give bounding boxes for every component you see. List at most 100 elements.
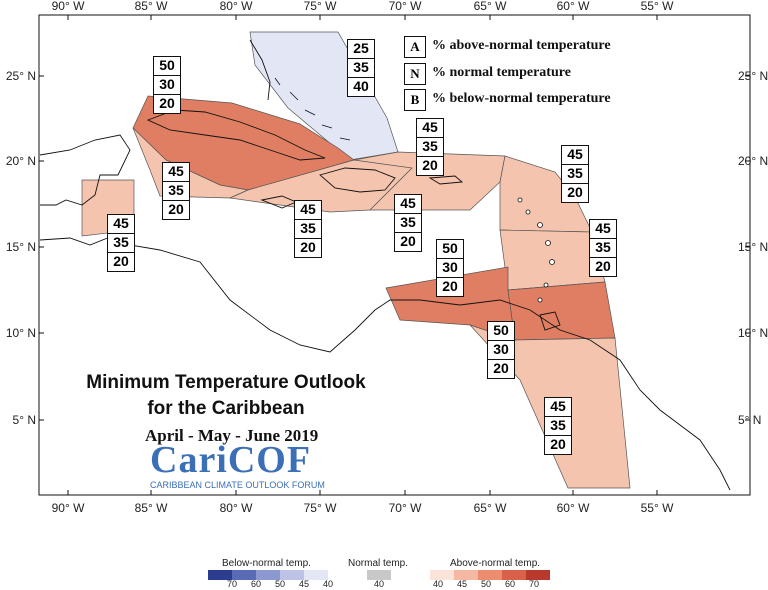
swatch-below-50 bbox=[256, 570, 280, 580]
prob-box-jamaica: 45 35 20 bbox=[294, 200, 322, 258]
lat-label-right: 20° N bbox=[738, 154, 768, 168]
lat-label-right: 15° N bbox=[738, 240, 768, 254]
prob-box-cayman: 45 35 20 bbox=[162, 162, 190, 220]
prob-normal: 35 bbox=[163, 182, 189, 201]
swatch-normal bbox=[367, 570, 391, 580]
lat-label-left: 5° N bbox=[13, 413, 36, 427]
prob-below: 20 bbox=[442, 278, 458, 294]
latitude-ticks-right: 25° N20° N15° N10° N5° N bbox=[738, 69, 768, 427]
lon-label-top: 75° W bbox=[304, 0, 337, 13]
prob-below: 20 bbox=[550, 436, 566, 452]
scale-tick-above-45: 45 bbox=[456, 579, 467, 589]
prob-normal: 30 bbox=[488, 341, 514, 360]
prob-below: 20 bbox=[159, 95, 175, 111]
prob-box-trinidad: 50 30 20 bbox=[487, 321, 515, 379]
lon-label-top: 60° W bbox=[557, 0, 590, 13]
prob-above: 45 bbox=[562, 146, 588, 165]
scale-tick-below-45: 45 bbox=[298, 579, 309, 589]
lon-label-bottom: 55° W bbox=[641, 501, 674, 515]
scale-title-above: Above-normal temp. bbox=[450, 558, 541, 569]
prob-normal: 35 bbox=[545, 417, 571, 436]
swatch-below-45 bbox=[280, 570, 304, 580]
lon-label-top: 65° W bbox=[474, 0, 507, 13]
lon-label-bottom: 80° W bbox=[220, 501, 253, 515]
lat-label-right: 25° N bbox=[738, 69, 768, 83]
caricof-logo-subtitle: CARIBBEAN CLIMATE OUTLOOK FORUM bbox=[150, 480, 325, 490]
coastlines bbox=[39, 39, 731, 491]
scale-tick-below-60: 60 bbox=[250, 579, 261, 589]
prob-below: 20 bbox=[595, 258, 611, 274]
prob-box-windwards: 45 35 20 bbox=[589, 219, 617, 277]
scale-tick-above-40: 40 bbox=[432, 579, 443, 589]
lon-label-top: 90° W bbox=[52, 0, 85, 13]
prob-box-hispaniola-pr: 45 35 20 bbox=[416, 118, 444, 176]
prob-normal: 30 bbox=[437, 259, 463, 278]
legend-letter-n: N bbox=[404, 63, 426, 85]
prob-below: 20 bbox=[422, 157, 438, 173]
scale-tick-below-70: 70 bbox=[226, 579, 237, 589]
prob-above: 50 bbox=[154, 57, 180, 76]
scale-tick-normal-40: 40 bbox=[373, 579, 384, 589]
prob-above: 45 bbox=[590, 220, 616, 239]
prob-box-belize: 45 35 20 bbox=[107, 214, 135, 272]
prob-normal: 35 bbox=[562, 165, 588, 184]
prob-normal: 35 bbox=[590, 239, 616, 258]
swatch-below-70 bbox=[208, 570, 232, 580]
prob-normal: 35 bbox=[348, 59, 374, 78]
latitude-ticks-left: 25° N 20° N 15° N 10° N 5° N bbox=[6, 69, 44, 427]
prob-above: 45 bbox=[417, 119, 443, 138]
prob-above: 25 bbox=[348, 40, 374, 59]
legend-letter-b: B bbox=[404, 89, 426, 111]
prob-above: 45 bbox=[108, 215, 134, 234]
prob-normal: 35 bbox=[108, 234, 134, 253]
prob-above: 45 bbox=[295, 201, 321, 220]
lat-label-left: 15° N bbox=[6, 240, 36, 254]
lon-label-bottom: 65° W bbox=[474, 501, 507, 515]
lesser-antilles bbox=[517, 197, 555, 303]
longitude-ticks-bottom: 90° W 85° W 80° W 75° W 70° W 65° W 60° W 55° W bbox=[52, 490, 674, 515]
prob-box-cuba: 50 30 20 bbox=[153, 56, 181, 114]
prob-box-hispaniola-south: 45 35 20 bbox=[394, 194, 422, 252]
lon-label-bottom: 70° W bbox=[389, 501, 422, 515]
prob-normal: 35 bbox=[417, 138, 443, 157]
prob-normal: 35 bbox=[395, 214, 421, 233]
scale-title-below: Below-normal temp. bbox=[222, 558, 311, 569]
swatch-below-40 bbox=[304, 570, 328, 580]
map-frame bbox=[38, 14, 751, 496]
legend-text-below: % below-normal temperature bbox=[432, 91, 611, 106]
prob-above: 50 bbox=[437, 240, 463, 259]
longitude-ticks-top: 90° W 85° W 80° W 75° W 70° W 65° W 60° W 55° W bbox=[52, 0, 674, 20]
lon-label-bottom: 75° W bbox=[304, 501, 337, 515]
prob-above: 50 bbox=[488, 322, 514, 341]
prob-above: 45 bbox=[163, 163, 189, 182]
prob-below: 20 bbox=[300, 239, 316, 255]
region-trinidad bbox=[507, 281, 616, 341]
scale-tick-above-70: 70 bbox=[528, 579, 539, 589]
lon-label-top: 55° W bbox=[641, 0, 674, 13]
prob-below: 40 bbox=[353, 78, 369, 94]
swatch-above-50 bbox=[478, 570, 502, 580]
prob-below: 20 bbox=[567, 184, 583, 200]
prob-below: 20 bbox=[400, 233, 416, 249]
prob-below: 20 bbox=[168, 201, 184, 217]
lat-label-left: 10° N bbox=[6, 326, 36, 340]
lon-label-bottom: 90° W bbox=[52, 501, 85, 515]
lon-label-bottom: 85° W bbox=[135, 501, 168, 515]
region-hispaniola bbox=[353, 151, 506, 211]
lon-label-top: 80° W bbox=[220, 0, 253, 13]
lon-label-top: 70° W bbox=[389, 0, 422, 13]
map-title-line2: for the Caribbean bbox=[147, 398, 305, 419]
map-title-line1: Minimum Temperature Outlook bbox=[86, 372, 366, 393]
swatch-above-40 bbox=[430, 570, 454, 580]
lat-label-left: 25° N bbox=[6, 69, 36, 83]
prob-above: 45 bbox=[545, 398, 571, 417]
swatch-above-60 bbox=[502, 570, 526, 580]
swatch-above-45 bbox=[454, 570, 478, 580]
prob-normal: 30 bbox=[154, 76, 180, 95]
swatch-below-60 bbox=[232, 570, 256, 580]
lat-label-left: 20° N bbox=[6, 154, 36, 168]
prob-box-northern-leewards: 45 35 20 bbox=[561, 145, 589, 203]
legend-text-above: % above-normal temperature bbox=[432, 38, 611, 53]
lat-label-right: 10° N bbox=[738, 326, 768, 340]
